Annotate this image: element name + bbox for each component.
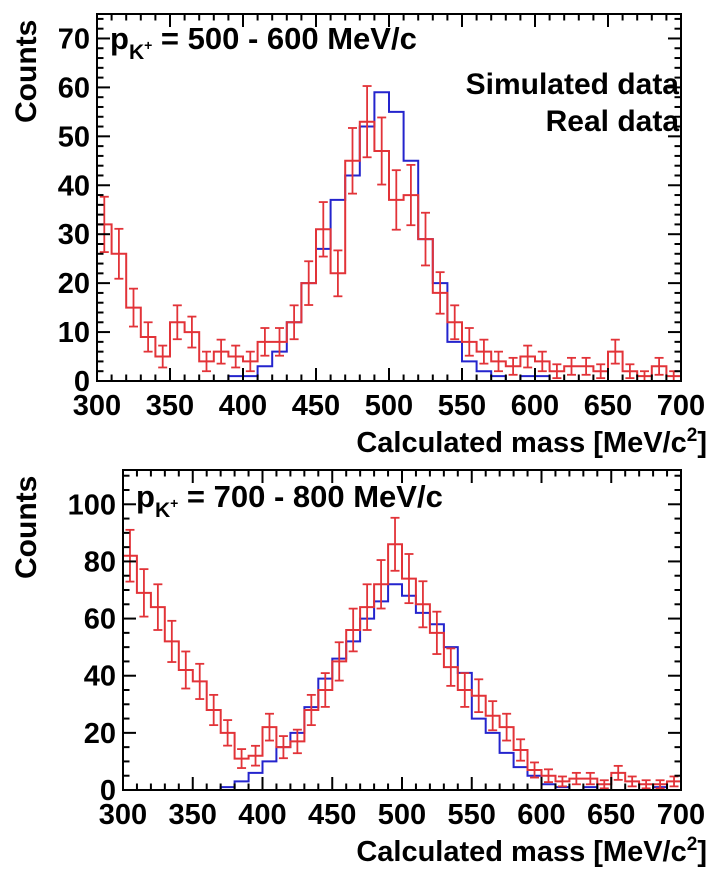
y-tick-label: 80 xyxy=(84,546,116,578)
y-axis-ticks xyxy=(97,17,681,382)
x-tick-label: 500 xyxy=(378,799,426,831)
y-tick-label: 50 xyxy=(58,121,90,153)
y-tick-label: 0 xyxy=(100,775,116,807)
x-tick-label: 450 xyxy=(292,390,340,422)
x-axis-label: Calculated mass [MeV/c2] xyxy=(356,834,707,868)
y-tick-label: 30 xyxy=(58,219,90,251)
real-data-histogram xyxy=(97,120,682,381)
error-bars xyxy=(125,516,679,790)
chart-title: pK+ = 700 - 800 MeV/c xyxy=(136,479,443,522)
chart-frame xyxy=(122,469,682,791)
chart-panel-0: 300 350 400 450 500 550 600 650 700 0 10 20 30 40 50 60… xyxy=(10,13,707,459)
x-tick-label: 650 xyxy=(587,799,635,831)
x-tick-label: 550 xyxy=(448,799,496,831)
x-tick-label: 450 xyxy=(308,799,356,831)
x-tick-label: 700 xyxy=(657,799,705,831)
y-tick-label: 0 xyxy=(74,366,90,398)
y-axis-label: Counts xyxy=(10,20,43,123)
y-tick-label: 40 xyxy=(58,170,90,202)
x-tick-label: 550 xyxy=(438,390,486,422)
x-tick-label: 350 xyxy=(146,390,194,422)
y-tick-label: 60 xyxy=(58,72,90,104)
y-tick-label: 10 xyxy=(58,317,90,349)
x-axis-label: Calculated mass [MeV/c2] xyxy=(356,425,707,459)
y-tick-label: 60 xyxy=(84,604,116,636)
chart-panel-1: 300 350 400 450 500 550 600 650 700 0 20 40 60 80 100 p… xyxy=(10,469,707,868)
y-tick-label: 100 xyxy=(68,489,116,521)
y-tick-label: 40 xyxy=(84,661,116,693)
legend-simulated-data: Simulated data xyxy=(466,68,680,101)
x-tick-label: 500 xyxy=(365,390,413,422)
x-tick-label: 300 xyxy=(99,799,147,831)
y-axis-ticks xyxy=(123,474,681,791)
y-tick-label: 20 xyxy=(84,718,116,750)
x-axis-ticks xyxy=(96,14,682,381)
y-tick-label: 70 xyxy=(58,23,90,55)
x-tick-label: 400 xyxy=(238,799,286,831)
x-tick-label: 600 xyxy=(517,799,565,831)
x-tick-label: 300 xyxy=(73,390,121,422)
x-tick-label: 400 xyxy=(219,390,267,422)
x-tick-label: 700 xyxy=(657,390,705,422)
legend-real-data: Real data xyxy=(546,105,680,138)
error-bars xyxy=(99,85,679,381)
chart-title: pK+ = 500 - 600 MeV/c xyxy=(110,21,417,64)
x-tick-label: 600 xyxy=(511,390,559,422)
y-axis-label: Counts xyxy=(10,476,43,579)
x-tick-label: 350 xyxy=(169,799,217,831)
simulated-data-histogram xyxy=(97,91,681,382)
x-axis-ticks xyxy=(122,470,682,790)
x-tick-label: 650 xyxy=(584,390,632,422)
real-data-histogram xyxy=(123,543,682,790)
y-tick-label: 20 xyxy=(58,268,90,300)
